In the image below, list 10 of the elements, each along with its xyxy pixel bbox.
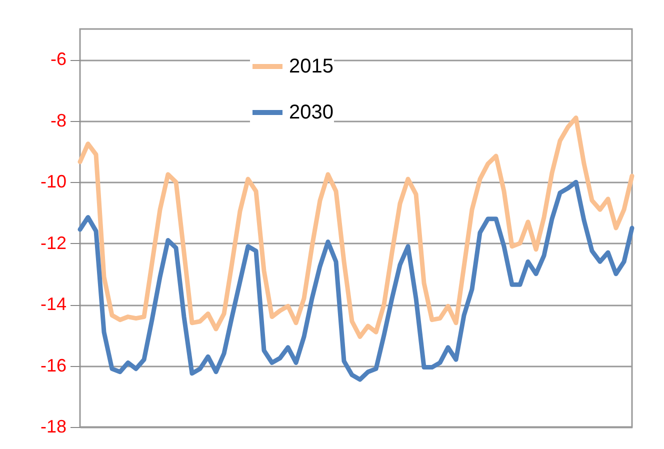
legend-label: 2030 xyxy=(289,102,334,124)
legend-label: 2015 xyxy=(289,56,334,78)
y-tick-label: -10 xyxy=(40,172,66,192)
y-tick-label: -6 xyxy=(50,49,66,70)
y-tick-label: -16 xyxy=(40,355,66,376)
y-tick-label: -8 xyxy=(50,110,66,130)
y-tick-label: -18 xyxy=(40,416,66,436)
line-series xyxy=(78,180,634,382)
y-tick-label: -14 xyxy=(40,294,66,314)
y-tick-label: -12 xyxy=(40,232,66,253)
